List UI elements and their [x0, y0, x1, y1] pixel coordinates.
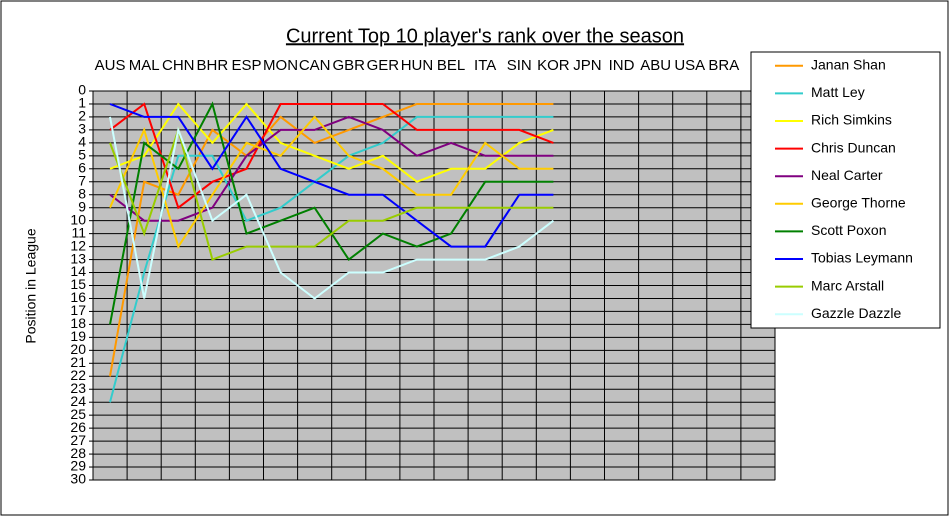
- series-line: [109, 115, 554, 403]
- x-tick-label: BEL: [437, 57, 465, 74]
- legend-label: George Thorne: [811, 195, 906, 211]
- y-tick-label: 3: [78, 121, 86, 137]
- x-tick-label: KOR: [537, 57, 570, 74]
- y-tick-label: 20: [70, 341, 86, 357]
- y-tick-label: 28: [70, 445, 86, 461]
- y-tick-label: 29: [70, 458, 86, 474]
- legend-label: Janan Shan: [811, 57, 886, 73]
- y-tick-label: 30: [70, 471, 86, 487]
- y-tick-label: 15: [70, 276, 86, 292]
- x-tick-label: CAN: [299, 57, 331, 74]
- legend-label: Tobias Leymann: [811, 250, 913, 266]
- legend-label: Matt Ley: [811, 84, 865, 100]
- y-tick-label: 18: [70, 315, 86, 331]
- series-line: [109, 126, 554, 261]
- legend-box: [750, 51, 941, 329]
- x-tick-label: ESP: [231, 57, 261, 74]
- y-tick-label: 10: [70, 211, 86, 227]
- y-tick-label: 2: [78, 108, 86, 124]
- y-tick-label: 22: [70, 367, 86, 383]
- y-tick-label: 1: [78, 95, 86, 111]
- series-line: [109, 102, 554, 183]
- y-tick-label: 5: [78, 147, 86, 163]
- x-tick-label: MAL: [129, 57, 160, 74]
- y-tick-label: 12: [70, 237, 86, 253]
- y-tick-label: 13: [70, 250, 86, 266]
- legend-label: Gazzle Dazzle: [811, 305, 901, 321]
- x-tick-label: GER: [367, 57, 400, 74]
- series-line: [109, 115, 554, 249]
- legend-label: Chris Duncan: [811, 139, 896, 155]
- x-tick-label: BRA: [708, 57, 739, 74]
- y-tick-label: 19: [70, 328, 86, 344]
- x-tick-label: HUN: [401, 57, 434, 74]
- series-line: [109, 115, 554, 222]
- x-tick-label: USA: [674, 57, 705, 74]
- y-tick-label: 26: [70, 419, 86, 435]
- series-line: [109, 103, 554, 248]
- series-line: [109, 116, 555, 300]
- x-tick-label: BHR: [197, 57, 229, 74]
- y-tick-label: 16: [70, 289, 86, 305]
- y-tick-label: 27: [70, 432, 86, 448]
- x-tick-label: JPN: [573, 57, 601, 74]
- y-tick-label: 24: [70, 393, 86, 409]
- legend-label: Scott Poxon: [811, 222, 887, 238]
- legend-label: Rich Simkins: [811, 112, 892, 128]
- y-tick-label: 6: [78, 160, 86, 176]
- y-tick-label: 25: [70, 406, 86, 422]
- y-axis-label: Position in League: [23, 228, 39, 343]
- legend-label: Marc Arstall: [811, 277, 884, 293]
- y-tick-label: 7: [78, 172, 86, 188]
- y-tick-label: 17: [70, 302, 86, 318]
- y-tick-label: 23: [70, 380, 86, 396]
- x-tick-label: MON: [263, 57, 298, 74]
- y-tick-label: 0: [78, 82, 86, 98]
- x-tick-label: SIN: [507, 57, 532, 74]
- x-tick-label: GBR: [332, 57, 365, 74]
- chart-title: Current Top 10 player's rank over the se…: [286, 25, 684, 47]
- y-tick-label: 11: [71, 224, 86, 240]
- legend-label: Neal Carter: [811, 167, 883, 183]
- y-tick-label: 9: [78, 198, 86, 214]
- y-tick-label: 21: [70, 354, 86, 370]
- x-tick-label: ITA: [474, 57, 496, 74]
- x-tick-label: ABU: [640, 57, 671, 74]
- y-tick-label: 8: [78, 185, 86, 201]
- x-tick-label: CHN: [162, 57, 195, 74]
- x-tick-label: AUS: [95, 57, 126, 74]
- y-tick-label: 4: [78, 134, 86, 150]
- y-tick-label: 14: [70, 263, 86, 279]
- series-line: [109, 102, 554, 210]
- x-tick-label: IND: [609, 57, 635, 74]
